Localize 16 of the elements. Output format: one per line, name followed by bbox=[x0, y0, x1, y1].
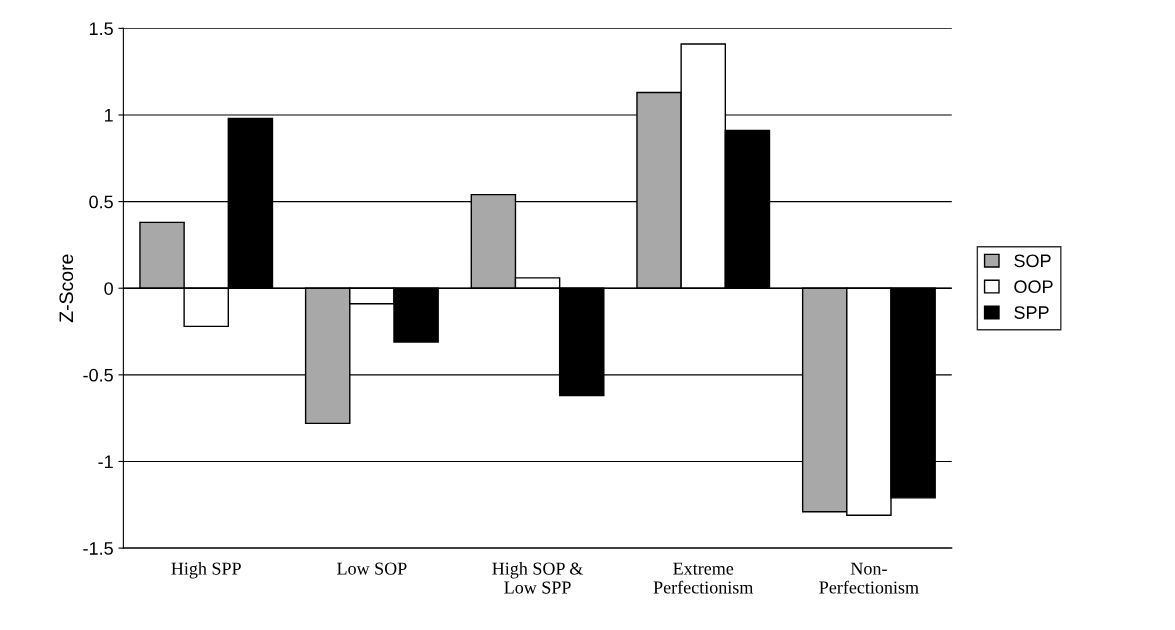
x-tick-label: Low SOP bbox=[337, 562, 407, 575]
x-tick-label: High SOP & Low SPP bbox=[492, 561, 584, 594]
legend-label: SPP bbox=[1014, 306, 1049, 319]
legend-label: OOP bbox=[1014, 280, 1053, 294]
y-tick-label: 1.5 bbox=[89, 22, 113, 36]
x-tick-label: Extreme Perfectionism bbox=[653, 562, 754, 594]
y-tick-label: -1 bbox=[98, 455, 113, 469]
y-axis-title: Z-Score bbox=[59, 254, 74, 323]
y-tick-label: 0 bbox=[104, 282, 113, 295]
y-tick-label: 0.5 bbox=[89, 195, 113, 209]
y-tick-label: -1.5 bbox=[83, 542, 113, 555]
legend-label: SOP bbox=[1014, 254, 1051, 268]
y-tick-label: 1 bbox=[104, 109, 113, 122]
x-tick-label: High SPP bbox=[171, 561, 241, 579]
x-tick-label: Non- Perfectionism bbox=[819, 562, 919, 594]
y-tick-label: -0.5 bbox=[83, 368, 113, 382]
